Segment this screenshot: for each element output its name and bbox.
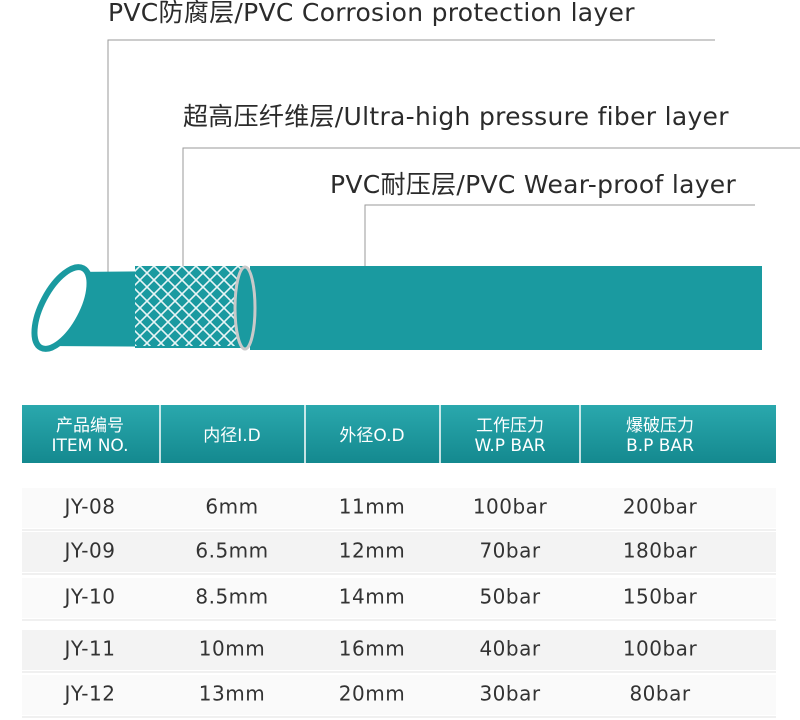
header-cell: 外径O.D: [339, 426, 404, 446]
table-cell: 180bar: [623, 539, 698, 563]
table-cell: 13mm: [199, 682, 265, 706]
leader-line: [182, 147, 800, 266]
layer-label: PVC耐压层/PVC Wear-proof layer: [330, 170, 736, 199]
table-cell: JY-10: [63, 585, 116, 609]
header-cell: B.P BAR: [626, 436, 694, 456]
table-cell: 11mm: [339, 495, 405, 519]
table-cell: 6.5mm: [195, 539, 268, 563]
table-cell: JY-08: [63, 495, 116, 519]
header-cell: 爆破压力: [626, 416, 694, 436]
table-cell: 80bar: [629, 682, 690, 706]
header-cell: W.P BAR: [474, 436, 545, 456]
leader-line: [107, 39, 715, 272]
table-cell: 200bar: [623, 495, 698, 519]
table-cell: 14mm: [339, 585, 405, 609]
table-cell: 6mm: [205, 495, 258, 519]
table-cell: JY-11: [63, 637, 116, 661]
table-cell: JY-12: [63, 682, 116, 706]
row-band: [22, 532, 776, 572]
table-cell: 150bar: [623, 585, 698, 609]
header-cell: 工作压力: [476, 416, 544, 436]
table-cell: 70bar: [479, 539, 540, 563]
layer-label: PVC防腐层/PVC Corrosion protection layer: [108, 0, 635, 27]
table-cell: 40bar: [479, 637, 540, 661]
table-cell: 10mm: [199, 637, 265, 661]
header-cell: ITEM NO.: [51, 436, 128, 456]
row-band: [22, 630, 776, 670]
row-band: [22, 488, 776, 528]
table-header: [22, 405, 776, 463]
table-cell: 16mm: [339, 637, 405, 661]
table-cell: 50bar: [479, 585, 540, 609]
table-cell: 8.5mm: [195, 585, 268, 609]
header-cell: 内径I.D: [203, 426, 261, 446]
layer-label: 超高压纤维层/Ultra-high pressure fiber layer: [183, 102, 729, 131]
leader-line: [364, 204, 755, 266]
row-band: [22, 578, 776, 618]
table-cell: 100bar: [623, 637, 698, 661]
table-cell: 20mm: [339, 682, 405, 706]
hose: [31, 264, 762, 352]
table-cell: 30bar: [479, 682, 540, 706]
header-cell: 产品编号: [56, 416, 124, 436]
table-cell: 100bar: [473, 495, 548, 519]
table-cell: 12mm: [339, 539, 405, 563]
table-cell: JY-09: [63, 539, 116, 563]
row-band: [22, 675, 776, 715]
